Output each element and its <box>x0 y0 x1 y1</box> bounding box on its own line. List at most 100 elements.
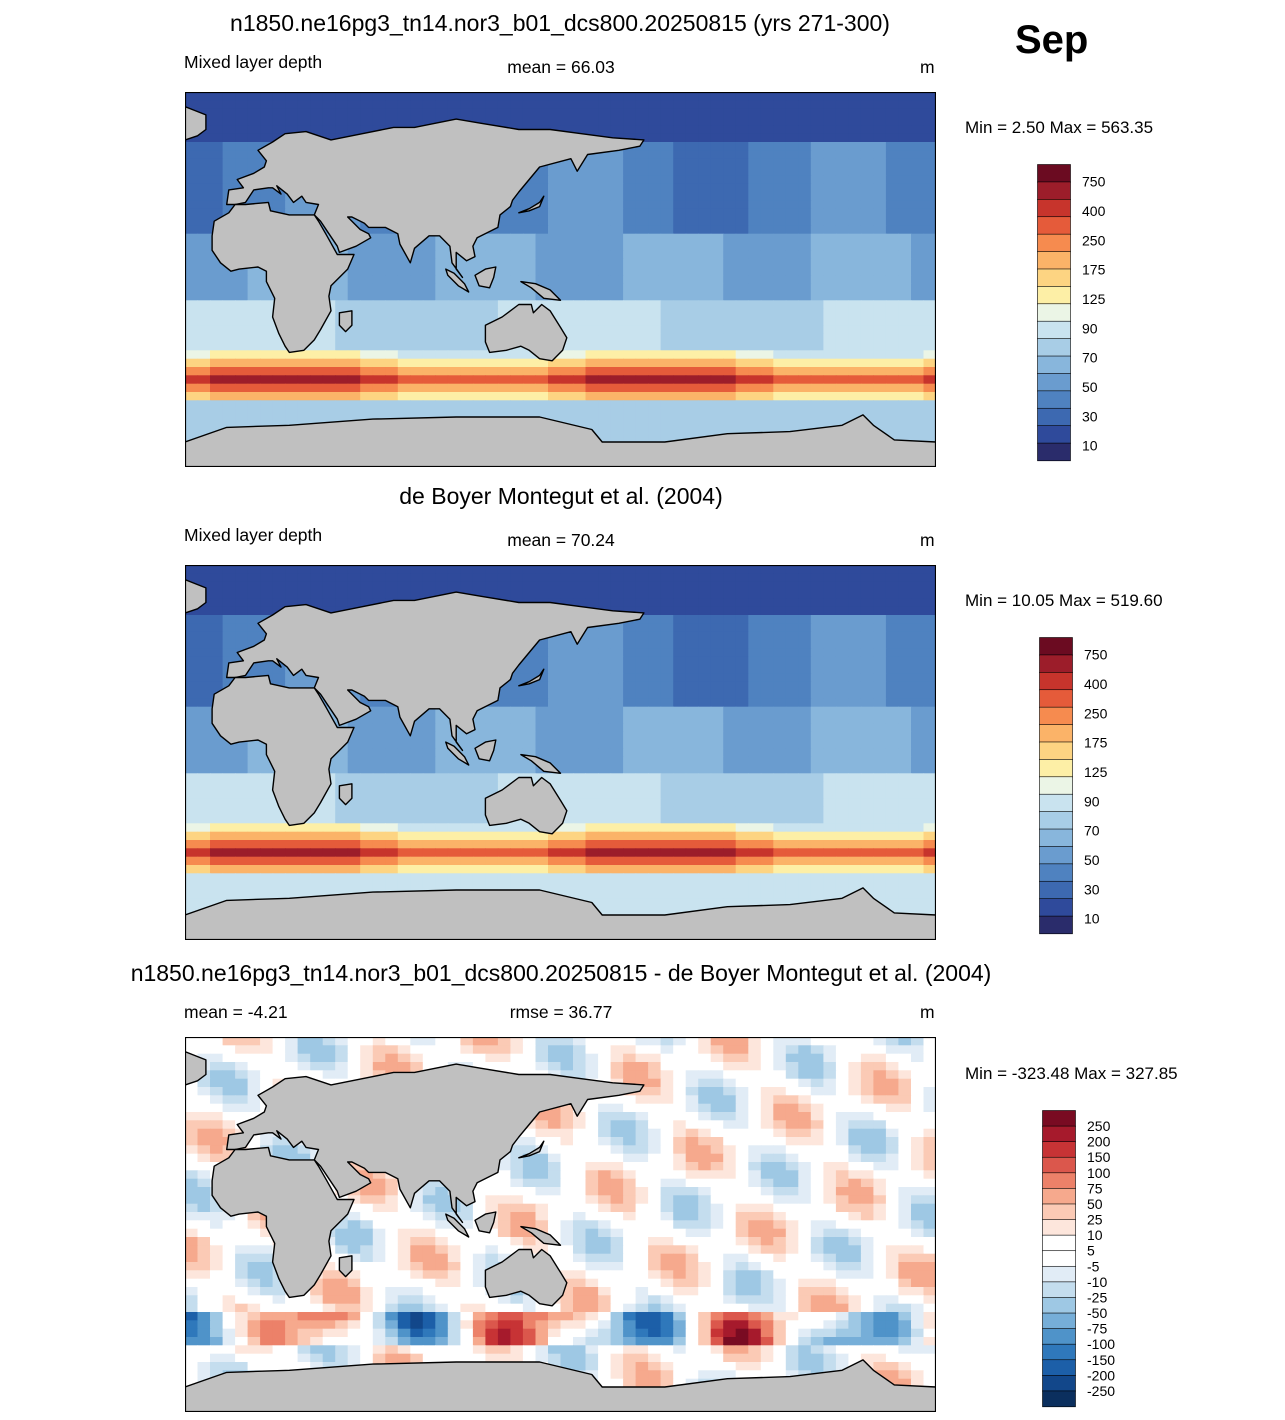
field-cell <box>347 383 361 393</box>
field-cell <box>222 150 236 160</box>
field-cell <box>210 308 224 318</box>
field-cell <box>422 740 436 749</box>
field-cell <box>585 342 599 351</box>
field-cell <box>322 606 336 616</box>
field-cell <box>598 258 612 268</box>
field-cell <box>773 740 787 749</box>
field-cell <box>623 283 637 293</box>
field-cell <box>885 590 899 599</box>
field-cell <box>335 848 349 858</box>
field-cell <box>923 790 936 799</box>
field-cell <box>485 773 499 783</box>
field-cell <box>185 325 199 335</box>
field-cell <box>210 333 224 343</box>
field-cell <box>685 250 699 260</box>
field-cell <box>585 317 599 326</box>
field-cell <box>197 375 211 385</box>
field-cell <box>510 740 524 749</box>
field-cell <box>885 392 899 401</box>
field-cell <box>210 358 224 368</box>
field-cell <box>911 167 925 176</box>
field-cell <box>610 573 624 583</box>
field-cell <box>660 200 674 210</box>
field-cell <box>385 781 399 791</box>
field-cell <box>773 142 787 151</box>
field-cell <box>660 333 674 343</box>
field-cell <box>835 92 849 101</box>
field-cell <box>911 673 925 683</box>
field-cell <box>873 392 887 401</box>
field-cell <box>485 408 499 418</box>
field-cell <box>185 723 199 733</box>
field-cell <box>648 765 662 774</box>
field-cell <box>372 581 386 591</box>
field-cell <box>610 581 624 591</box>
field-cell <box>435 740 449 749</box>
field-cell <box>497 823 511 833</box>
field-cell <box>810 383 824 393</box>
field-cell <box>322 317 336 326</box>
field-cell <box>422 873 436 883</box>
field-cell <box>873 292 887 301</box>
field-cell <box>535 192 549 201</box>
field-cell <box>197 208 211 218</box>
field-cell <box>598 117 612 126</box>
field-cell <box>698 217 712 226</box>
field-cell <box>510 756 524 766</box>
field-cell <box>923 648 936 658</box>
field-cell <box>773 308 787 318</box>
field-cell <box>585 573 599 583</box>
field-cell <box>710 200 724 210</box>
field-cell <box>898 606 912 616</box>
field-cell <box>372 698 386 708</box>
field-cell <box>660 150 674 160</box>
field-cell <box>660 183 674 193</box>
field-cell <box>447 565 461 574</box>
field-cell <box>435 108 449 118</box>
field-cell <box>322 350 336 360</box>
field-cell <box>435 283 449 293</box>
field-cell <box>235 581 249 591</box>
field-cell <box>848 333 862 343</box>
field-cell <box>222 133 236 143</box>
field-cell <box>535 590 549 599</box>
field-cell <box>247 275 261 285</box>
field-cell <box>222 392 236 401</box>
field-cell <box>410 283 424 293</box>
field-cell <box>648 142 662 151</box>
field-cell <box>573 781 587 791</box>
field-cell <box>798 367 812 376</box>
field-cell <box>760 681 774 691</box>
field-cell <box>723 848 737 858</box>
field-cell <box>560 192 574 201</box>
field-cell <box>685 358 699 368</box>
field-cell <box>285 581 299 591</box>
field-cell <box>372 275 386 285</box>
field-cell <box>710 815 724 824</box>
field-cell <box>610 150 624 160</box>
field-cell <box>310 573 324 583</box>
field-cell <box>860 573 874 583</box>
field-cell <box>748 723 762 733</box>
field-cell <box>185 681 199 691</box>
field-cell <box>610 723 624 733</box>
field-cell <box>635 773 649 783</box>
field-cell <box>748 400 762 410</box>
field-cell <box>773 292 787 301</box>
field-cell <box>860 242 874 251</box>
field-cell <box>598 233 612 243</box>
field-cell <box>347 308 361 318</box>
field-cell <box>372 92 386 101</box>
field-cell <box>685 408 699 418</box>
field-cell <box>623 665 637 674</box>
field-cell <box>385 367 399 376</box>
field-cell <box>598 433 612 443</box>
field-cell <box>510 267 524 276</box>
field-cell <box>598 698 612 708</box>
field-cell <box>885 383 899 393</box>
field-cell <box>923 308 936 318</box>
field-cell <box>497 267 511 276</box>
field-cell <box>810 133 824 143</box>
colorbar-label: 10 <box>1082 438 1098 454</box>
field-cell <box>247 640 261 649</box>
